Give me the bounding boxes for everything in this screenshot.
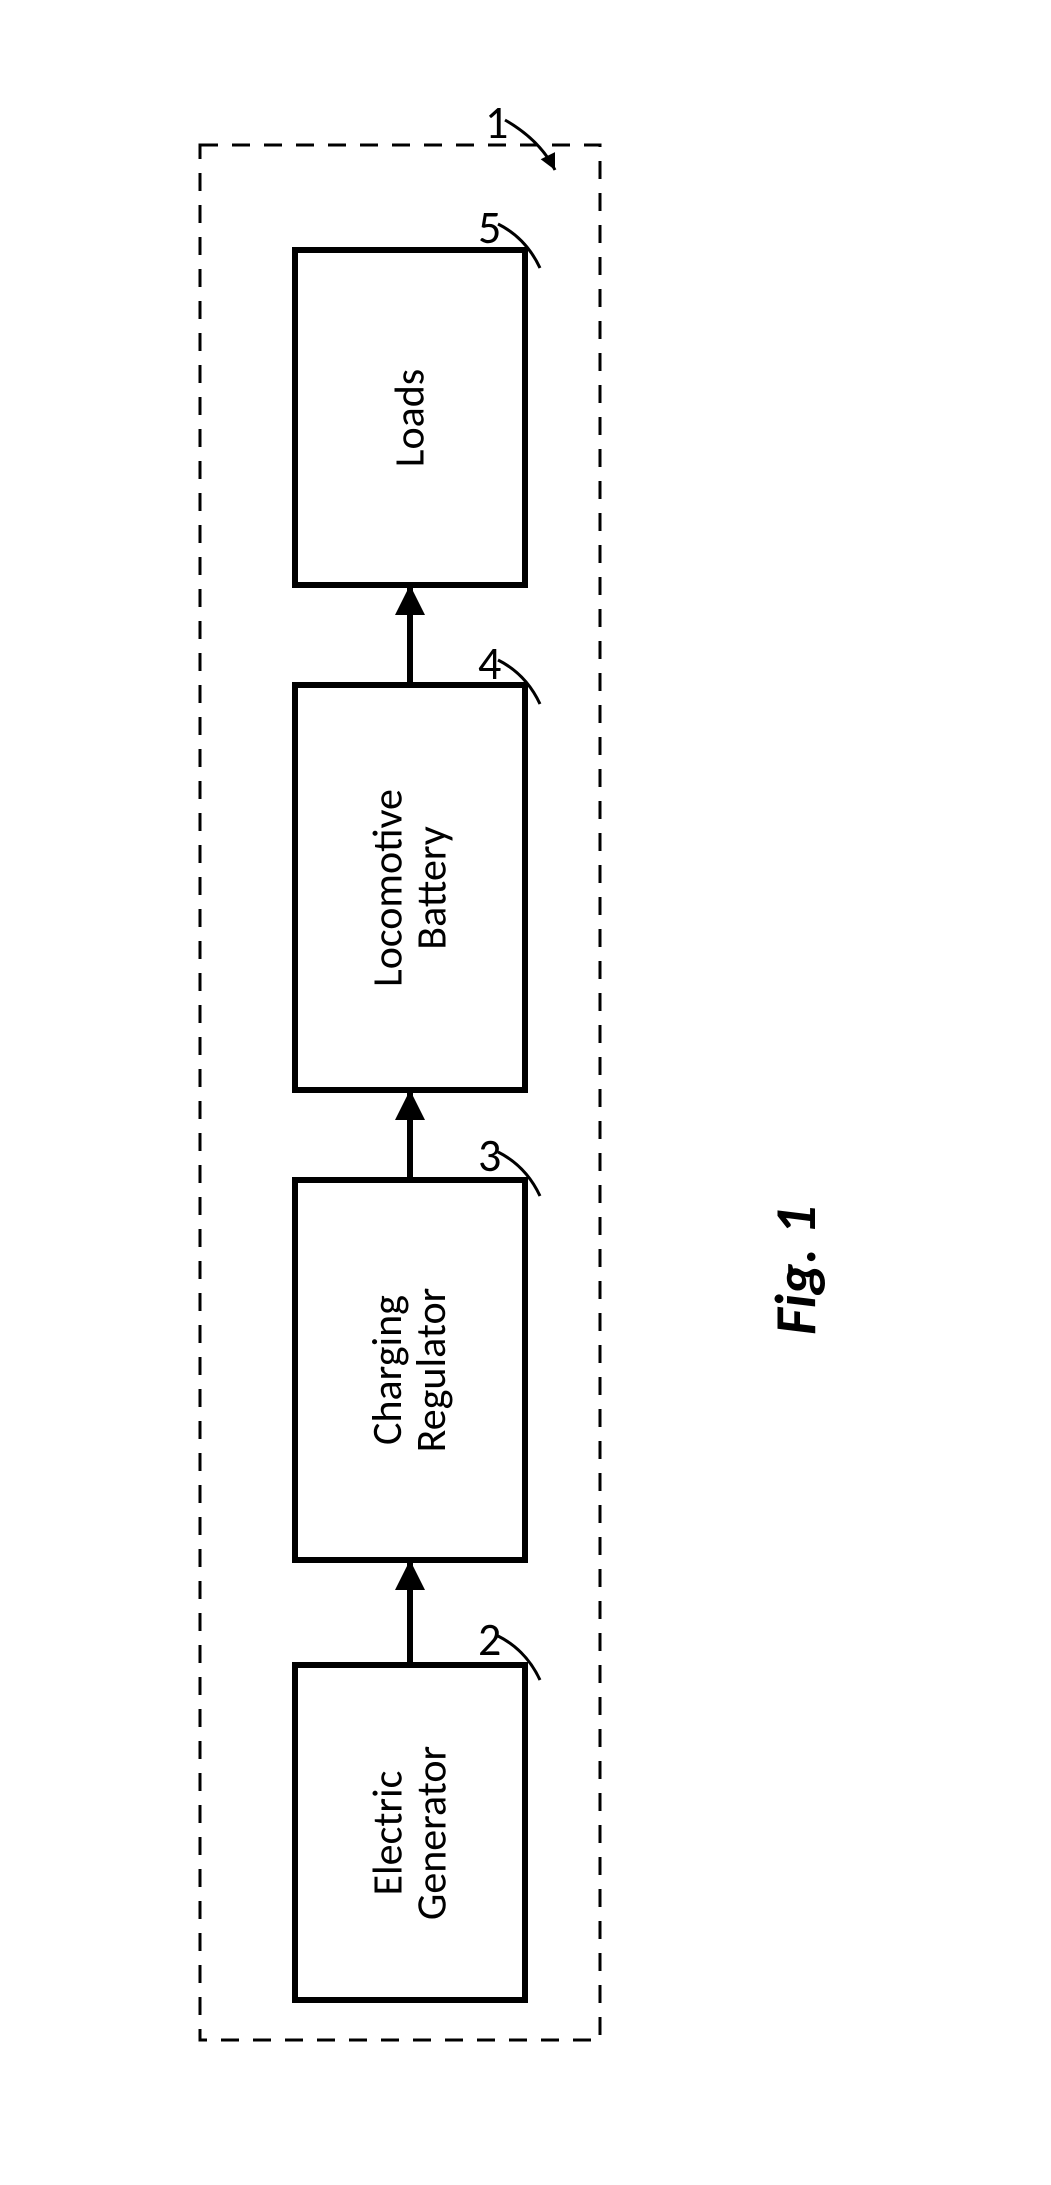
node-ref-locomotive-battery: 4 [478, 636, 501, 692]
node-ref-charging-regulator: 3 [478, 1128, 501, 1184]
container-ref-label: 1 [485, 95, 508, 151]
node-ref-loads: 5 [478, 200, 501, 256]
node-label-locomotive-battery: Locomotive Battery [295, 685, 525, 1090]
diagram-svg [0, 0, 1051, 2185]
node-label-loads: Loads [295, 250, 525, 585]
node-label-charging-regulator: Charging Regulator [295, 1180, 525, 1560]
figure-caption: Fig. 1 [760, 1206, 831, 1335]
node-ref-electric-generator: 2 [478, 1612, 501, 1668]
figure-stage: 1 Electric Generator 2 Charging Regulato… [0, 0, 1051, 2185]
node-label-electric-generator: Electric Generator [295, 1665, 525, 2000]
